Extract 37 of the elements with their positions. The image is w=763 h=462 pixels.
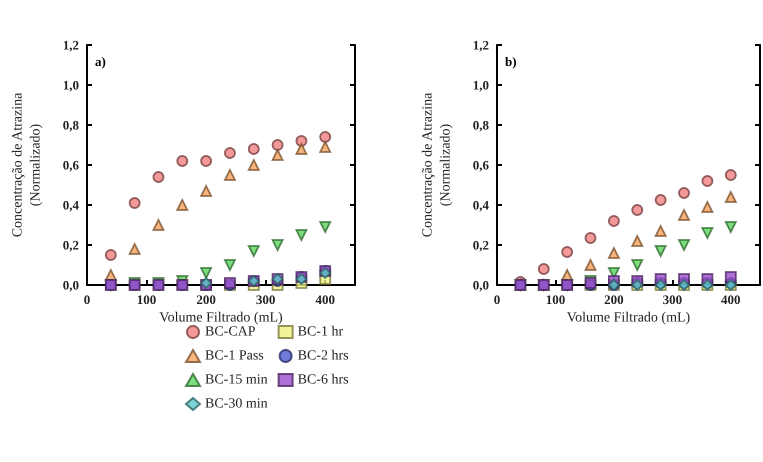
y-tick-label: 0,0 [62,278,79,292]
y-tick-label: 0,4 [62,198,80,212]
annotation: b) [505,54,517,69]
x-tick-label: 0 [494,292,500,307]
x-tick-label: 400 [721,292,741,307]
y-tick-label: 0,2 [62,238,79,252]
legend-label: BC-2 hrs [298,348,349,364]
x-axis-title: Volume Filtrado (mL) [159,310,284,326]
x-tick-label: 100 [546,292,566,307]
y-axis-title: Concentração de Atrazina (Normalizado) [10,92,44,238]
x-tick-label: 200 [604,292,624,307]
y-tick-label: 1,0 [62,78,79,92]
y-tick-label: 0,8 [472,118,490,132]
x-tick-label: 300 [256,292,276,307]
legend-label: BC-1 hr [298,324,344,340]
x-tick-label: 400 [315,292,335,307]
y-tick-label: 0,8 [62,118,80,132]
legend-label: BC-15 min [205,372,268,388]
x-tick-label: 200 [196,292,216,307]
legend-label: BC-1 Pass [205,348,264,364]
x-tick-label: 300 [662,292,682,307]
legend-label: BC-6 hrs [298,372,349,388]
y-tick-label: 0,6 [472,158,490,172]
y-tick-label: 0,0 [472,278,489,292]
y-tick-label: 1,2 [62,38,79,52]
x-tick-label: 100 [136,292,156,307]
y-tick-label: 1,0 [472,78,489,92]
x-axis-title: Volume Filtrado (mL) [566,310,691,326]
y-tick-label: 0,6 [62,158,80,172]
legend-label: BC-CAP [205,324,256,340]
y-tick-label: 0,2 [472,238,489,252]
annotation: a) [95,54,106,69]
legend-label: BC-30 min [205,396,268,412]
y-tick-label: 0,4 [472,198,490,212]
x-tick-label: 0 [84,292,90,307]
y-tick-label: 1,2 [472,38,489,52]
y-axis-title: Concentração de Atrazina (Normalizado) [420,92,454,238]
